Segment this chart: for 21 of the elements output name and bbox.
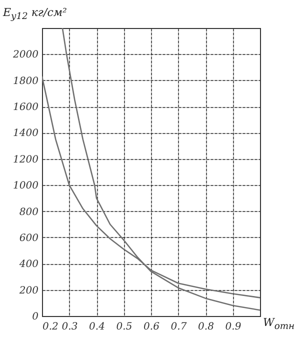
x-tick-label: 0.2	[42, 322, 58, 332]
x-tick-label: 0.4	[89, 322, 105, 332]
y-tick-label: 1200	[13, 154, 40, 166]
x-axis-title: W$_{отн}$	[263, 316, 295, 332]
y-tick-label: 800	[19, 206, 40, 218]
x-tick-label: 0.6	[144, 322, 160, 332]
y-tick-label: 1400	[13, 128, 40, 140]
y-tick-label: 400	[18, 259, 40, 270]
y-tick-label: 600	[19, 232, 40, 244]
y-tick-label: 1000	[13, 180, 40, 192]
y-tick-label: 200	[18, 285, 40, 296]
x-tick-label: 0.8	[198, 322, 214, 332]
x-tick-label: 0.3	[62, 322, 78, 332]
y-tick-label: 2000	[12, 50, 40, 61]
x-tick-label: 0.5	[116, 322, 132, 332]
x-tick-label: 0.9	[225, 322, 242, 332]
y-tick-label: 1800	[13, 76, 40, 87]
y-tick-label: 0	[32, 312, 40, 322]
y-axis-title: E$_{y12}$ кг/см²	[3, 6, 67, 22]
y-tick-label: 1600	[13, 102, 40, 114]
x-tick-label: 0.7	[170, 322, 188, 332]
